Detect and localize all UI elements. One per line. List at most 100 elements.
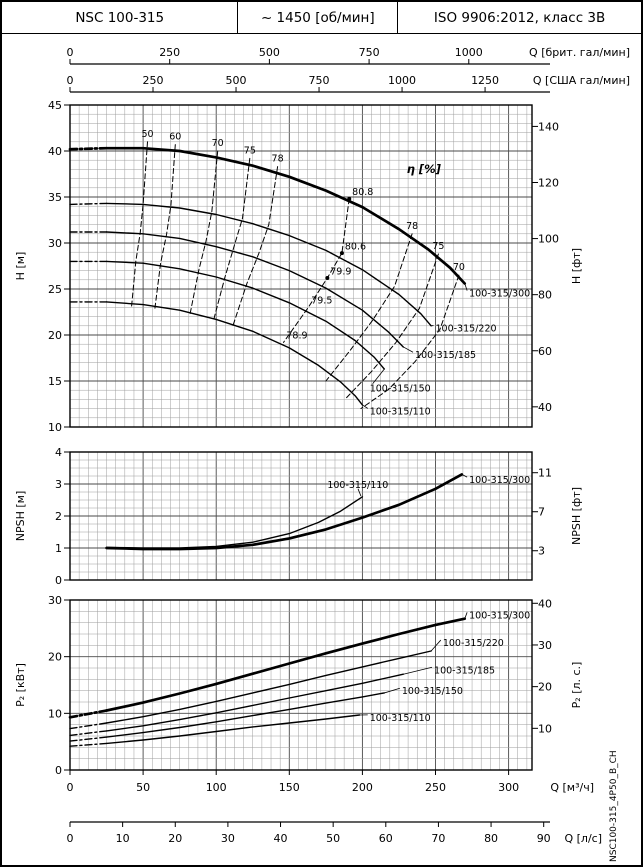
bep-marker [339,251,344,256]
x-tick-label: 250 [159,46,180,59]
curve-lead-100-315/300 [68,709,108,719]
y-tick-left: 30 [48,594,62,607]
label-leader [403,666,433,675]
efficiency-contour-75 [344,253,439,400]
y-axis-label-right: NPSH [фт] [570,487,583,545]
pump-speed: ~ 1450 [об/мин] [238,2,399,34]
curve-lead-100-315/185 [69,730,108,737]
pump-curves-chart: 0 250 500 750 1000 Q [брит. гал/мин]0 250 500 75… [14,46,630,862]
efficiency-label: 80.8 [352,187,373,198]
curve-label: 100-315/110 [370,406,431,417]
curve-label: 100-315/110 [370,713,431,724]
curve-100-315/110 [105,301,364,406]
efficiency-contour-50 [130,141,148,309]
y-tick-right: 120 [538,177,559,190]
curve-lead-100-315/300 [68,146,108,151]
y-tick-left: 1 [55,542,62,555]
eta-label: η [%] [407,162,442,176]
y-axis-label-left: P₂ [кВт] [14,663,27,707]
label-leader [461,474,468,478]
y-tick-left: 2 [55,510,62,523]
y-tick-left: 10 [48,421,62,434]
x-tick-label: 750 [359,46,380,59]
curve-label: 100-315/185 [434,665,495,676]
x-tick-label: 250 [425,781,446,794]
x-tick-label: 60 [379,832,393,845]
label-leader [362,404,368,409]
x-tick-label: 250 [143,74,164,87]
y-tick-right: 11 [538,467,552,480]
curve-100-315/185 [105,231,404,348]
curve-label: 100-315/185 [415,350,476,361]
label-leader [372,368,385,385]
curve-label: 100-315/220 [436,324,497,335]
x-tick-label: 0 [67,832,74,845]
curve-100-315/150 [105,260,385,370]
curve-label: 100-315/220 [443,638,504,649]
curve-label: 100-315/110 [327,480,388,491]
x-tick-label: 0 [67,46,74,59]
x-tick-label: 30 [221,832,235,845]
efficiency-contour-75 [212,157,251,322]
y-tick-right: 40 [538,597,552,610]
x-tick-label: 10 [116,832,130,845]
x-tick-label: 50 [326,832,340,845]
label-leader [384,687,400,694]
x-tick-label: 90 [537,832,551,845]
y-tick-right: 140 [538,120,559,133]
y-axis-label-right: P₂ [л. с.] [570,662,583,709]
curve-lead-100-315/110 [69,742,108,747]
y-tick-right: 3 [538,545,545,558]
curve-100-315/300 [105,146,467,285]
x-tick-label: 80 [484,832,498,845]
curve-label: 100-315/150 [402,686,463,697]
x-tick-label: 500 [226,74,247,87]
x-tick-label: 150 [279,781,300,794]
y-tick-left: 20 [48,329,62,342]
y-tick-left: 3 [55,478,62,491]
efficiency-label: 60 [169,132,181,143]
efficiency-contour-78 [231,166,279,329]
curve-100-315/150 [105,692,385,738]
efficiency-contour-60 [154,144,176,310]
y-axis-label-left: H [м] [14,252,27,281]
y-axis-label-right: H [фт] [570,248,583,284]
efficiency-label: 75 [432,241,444,252]
curve-lead-100-315/220 [69,722,108,730]
efficiency-label: 79.9 [330,266,351,277]
x-tick-label: 300 [498,781,519,794]
x-tick-label: 40 [274,832,288,845]
drawing-code: NSC100-315_4P50_B_CH [609,750,619,862]
curve-100-315/110 [105,714,361,745]
x-tick-label: 200 [352,781,373,794]
efficiency-label: 70 [453,262,465,273]
curve-100-315/220 [105,202,432,327]
plot-frame-power [69,599,533,771]
y-tick-left: 10 [48,707,62,720]
y-tick-right: 30 [538,639,552,652]
label-leader [464,612,468,619]
y-tick-left: 0 [55,764,62,777]
label-leader [464,283,468,291]
curve-100-315/185 [105,673,404,732]
x-axis-title: Q [л/с] [564,832,602,845]
curve-label: 100-315/300 [469,289,530,300]
x-tick-label: 1000 [388,74,416,87]
label-leader [357,488,362,497]
y-tick-left: 45 [48,99,62,112]
curve-label: 100-315/300 [469,610,530,621]
y-axis-label-left: NPSH [м] [14,491,27,542]
efficiency-label: 78 [406,221,418,232]
x-tick-label: 500 [259,46,280,59]
efficiency-label: 78.9 [286,331,307,342]
efficiency-contour-78 [325,233,413,382]
curve-lead-100-315/150 [69,736,108,742]
x-axis-title: Q [США гал/мин] [533,74,630,87]
label-leader [403,346,414,353]
y-tick-right: 80 [538,289,552,302]
x-tick-label: 100 [206,781,227,794]
y-tick-left: 4 [55,446,62,459]
y-tick-left: 20 [48,651,62,664]
x-tick-label: 1000 [455,46,483,59]
